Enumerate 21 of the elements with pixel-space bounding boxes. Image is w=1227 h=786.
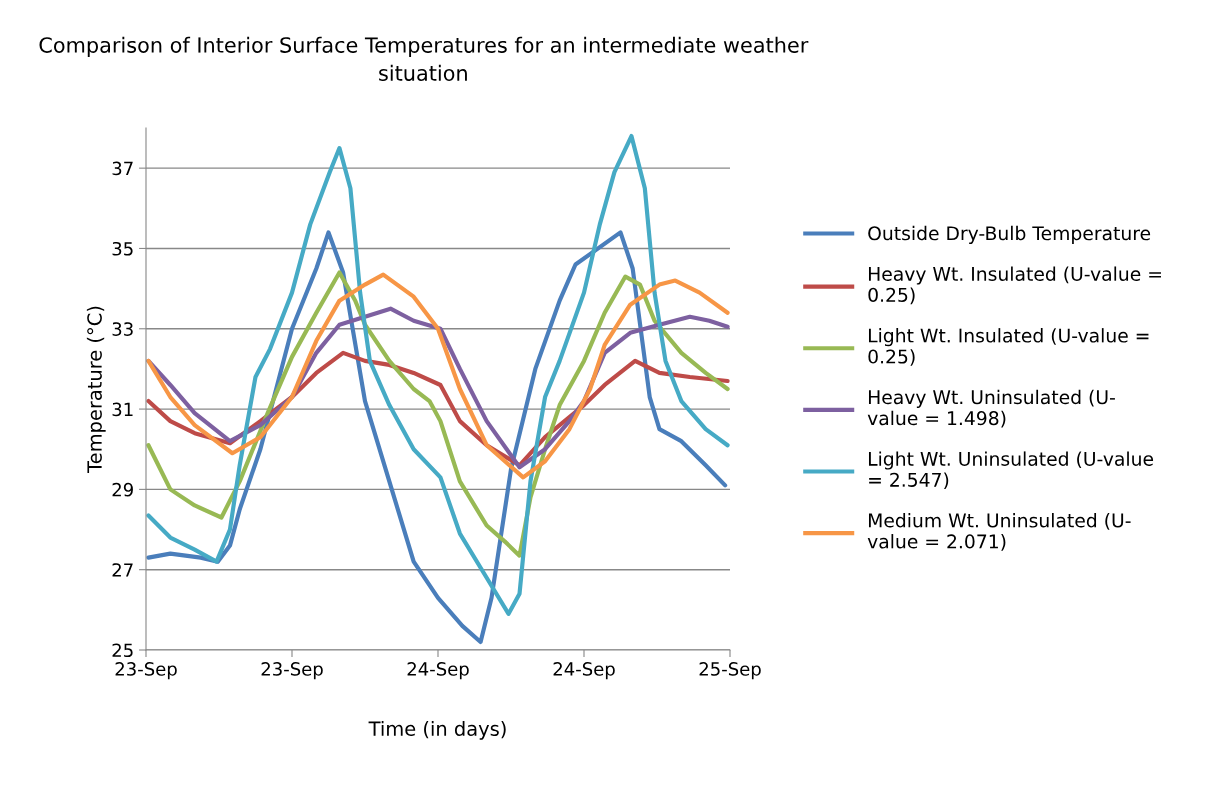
x-tick-label: 24-Sep <box>553 662 615 680</box>
y-tick-label: 37 <box>112 161 133 176</box>
x-tick-label: 23-Sep <box>115 662 177 680</box>
y-tick-label: 31 <box>112 402 133 417</box>
x-tick-label: 25-Sep <box>699 662 761 680</box>
legend-label: Light Wt. Uninsulated (U-value = 2.547) <box>868 451 1154 490</box>
y-tick-label: 25 <box>112 643 133 658</box>
legend-label: Outside Dry-Bulb Temperature <box>868 225 1151 244</box>
y-tick-label: 35 <box>112 241 133 256</box>
x-axis-title: Time (in days) <box>368 720 506 740</box>
y-tick-label: 29 <box>112 482 133 497</box>
x-tick-label: 23-Sep <box>261 662 323 680</box>
y-axis-title: Temperature (°C) <box>86 306 106 473</box>
legend-label: Heavy Wt. Insulated (U-value = 0.25) <box>868 266 1161 305</box>
legend-label: Light Wt. Insulated (U-value = 0.25) <box>868 328 1149 366</box>
chart-title: Comparison of Interior Surface Temperatures for an intermediate weather situation <box>39 36 809 81</box>
y-tick-label: 27 <box>112 563 133 577</box>
legend-label: Medium Wt. Uninsulated (U- value = 2.071) <box>867 513 1131 551</box>
y-tick-label: 33 <box>112 322 133 336</box>
legend-label: Heavy Wt. Uninsulated (U- value = 1.498) <box>867 389 1115 428</box>
x-tick-label: 24-Sep <box>407 662 469 680</box>
